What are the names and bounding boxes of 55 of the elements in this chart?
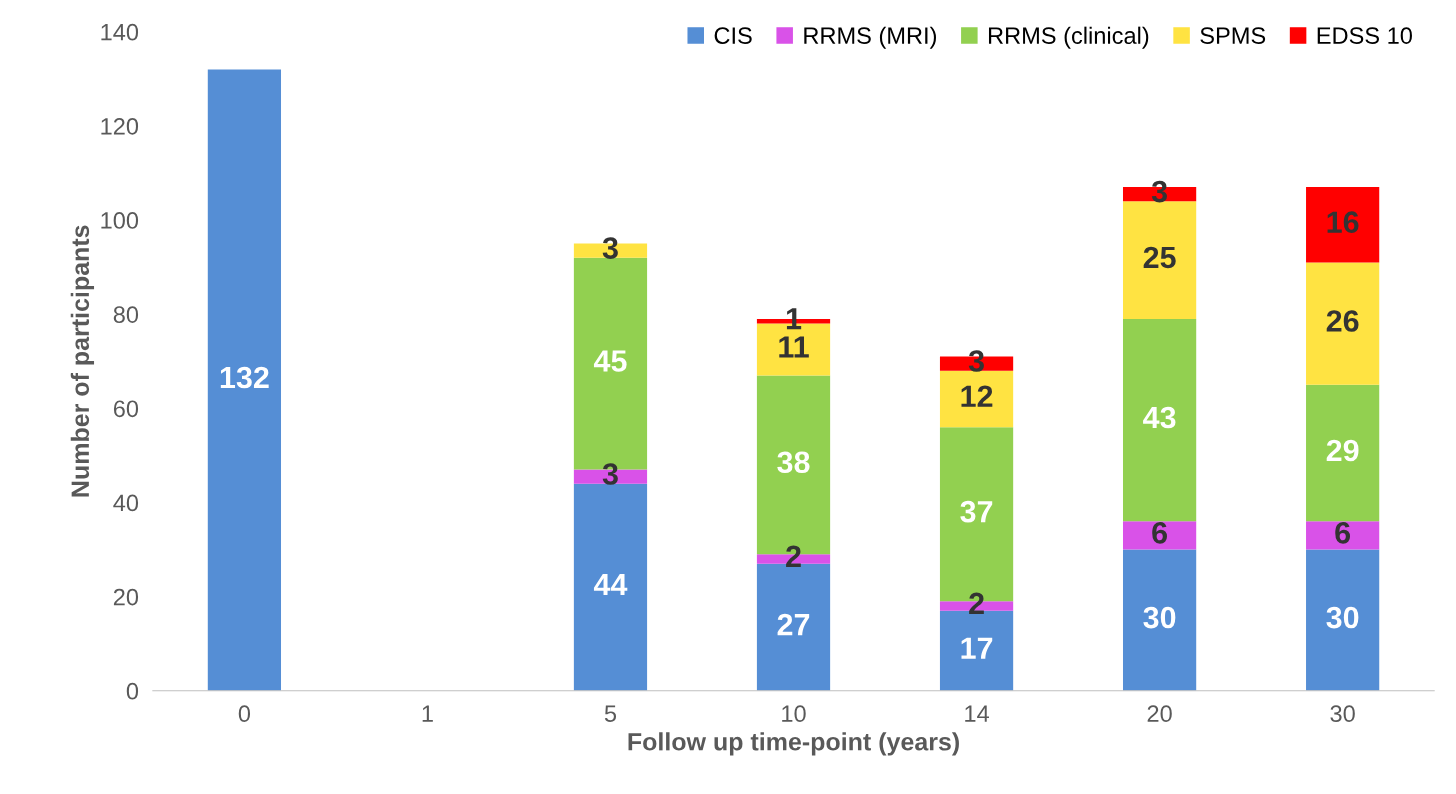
data-label: 30: [1143, 606, 1176, 629]
bar: [1122, 318, 1197, 522]
data-label: 3: [1151, 180, 1167, 203]
data-label: 37: [960, 500, 993, 523]
y-tick-label: 60: [113, 400, 139, 418]
data-label: 12: [961, 385, 993, 407]
x-tick-label: 20: [1147, 705, 1172, 723]
x-tick-label: 10: [782, 705, 806, 723]
x-tick-label: 1: [422, 705, 433, 722]
data-label: 29: [1326, 439, 1359, 462]
bar: [1306, 262, 1380, 385]
y-tick-label: 0: [126, 682, 139, 700]
data-label: 45: [593, 350, 627, 372]
y-axis-title: Number of participants: [70, 225, 95, 497]
data-label: 26: [1326, 310, 1359, 332]
y-tick-label: 140: [101, 23, 139, 41]
x-tick-label: 14: [965, 705, 989, 722]
legend-label: EDSS 10: [1317, 27, 1412, 44]
bar: [939, 370, 1014, 428]
y-tick-label: 100: [101, 212, 139, 229]
y-tick-label: 40: [113, 494, 139, 512]
x-tick-label: 5: [604, 705, 617, 723]
bar: [1306, 384, 1380, 522]
data-label: 6: [1152, 522, 1167, 544]
bar: [1122, 549, 1197, 691]
data-label: 38: [777, 451, 810, 474]
data-label: 11: [779, 336, 809, 358]
data-label: 17: [961, 637, 993, 659]
data-label: 16: [1327, 211, 1359, 233]
y-tick-label: 20: [113, 588, 139, 606]
x-tick-label: 30: [1330, 705, 1355, 723]
data-label: 30: [1326, 606, 1359, 629]
bar: [573, 483, 648, 691]
bar: [1122, 201, 1197, 319]
x-tick-label: 0: [238, 705, 251, 723]
y-tick-label: 80: [113, 306, 139, 323]
data-label: 27: [777, 613, 810, 636]
data-label: 6: [1335, 522, 1351, 544]
y-tick-label: 120: [101, 117, 139, 135]
bar: [207, 69, 282, 691]
bar: [1306, 187, 1380, 263]
data-label: 1: [786, 308, 802, 330]
legend-label: RRMS (clinical): [988, 26, 1149, 49]
data-label: 25: [1143, 246, 1176, 269]
bar: [1306, 549, 1380, 691]
data-label: 43: [1143, 406, 1176, 429]
legend-label: SPMS: [1200, 27, 1266, 44]
legend-label: CIS: [714, 27, 752, 44]
data-label: 132: [220, 366, 269, 389]
x-axis-title: Follow up time-point (years): [628, 732, 959, 756]
data-label: 3: [602, 237, 618, 259]
data-label: 44: [593, 574, 628, 596]
bar: [1306, 521, 1380, 550]
bar: [1122, 521, 1197, 550]
legend-label: RRMS (MRI): [804, 26, 936, 49]
